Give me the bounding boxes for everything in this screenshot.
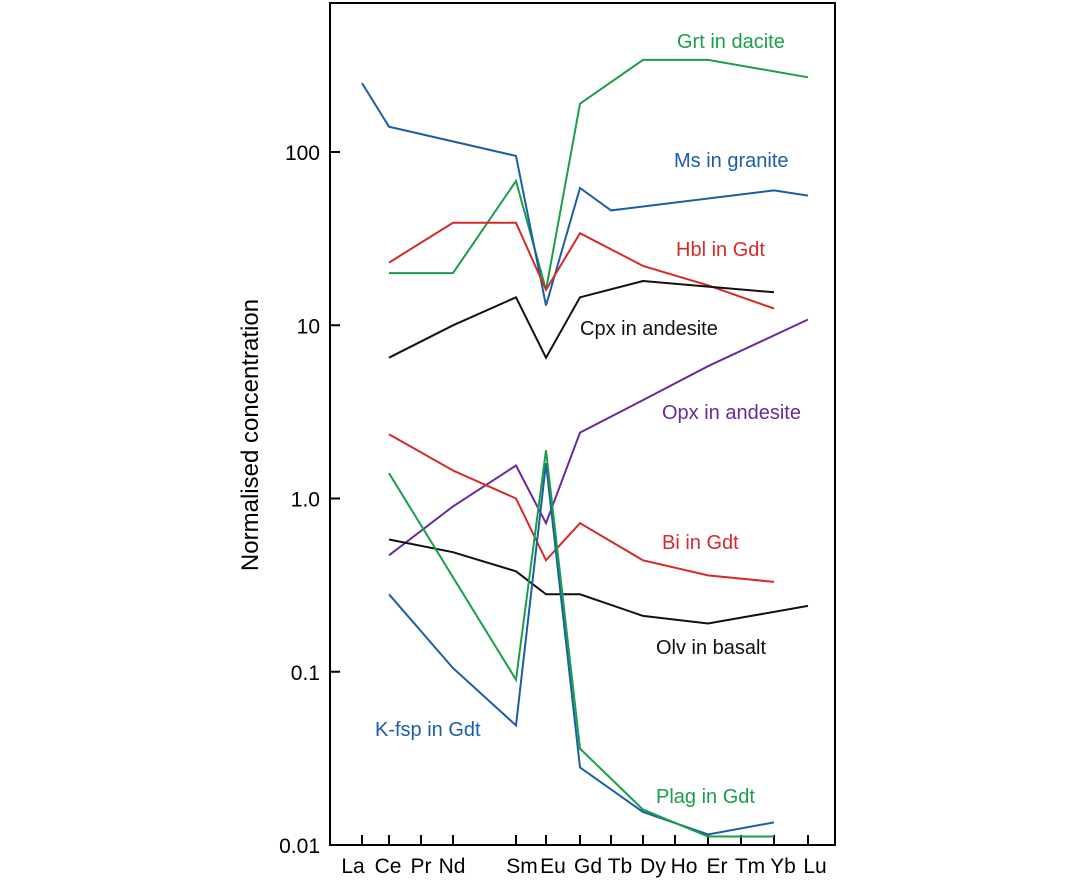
x-tick-label-nd: Nd	[439, 855, 466, 878]
plot-frame	[329, 2, 836, 846]
series-line-k-fsp-in-gdt	[388, 462, 775, 836]
x-tick-label-ho: Ho	[671, 855, 698, 878]
y-tick-label-1.0: 1.0	[291, 489, 320, 512]
series-label-grt-in-dacite: Grt in dacite	[677, 31, 785, 53]
y-tick-label-10: 10	[297, 315, 320, 338]
x-tick-label-eu: Eu	[540, 855, 566, 878]
series-lines	[361, 58, 809, 838]
series-line-olv-in-basalt	[388, 538, 809, 625]
x-tick-label-tb: Tb	[608, 855, 633, 878]
series-label-ms-in-granite: Ms in granite	[674, 150, 789, 172]
series-line-plag-in-gdt	[388, 450, 774, 838]
series-label-k-fsp-in-gdt: K-fsp in Gdt	[375, 719, 481, 741]
y-tick-label-0.01: 0.01	[279, 835, 320, 858]
series-line-cpx-in-andesite	[388, 279, 775, 360]
series-label-bi-in-gdt: Bi in Gdt	[662, 532, 739, 554]
series-label-hbl-in-gdt: Hbl in Gdt	[676, 239, 765, 261]
series-line-hbl-in-gdt	[388, 221, 775, 310]
series-line-ms-in-granite	[361, 82, 809, 306]
x-tick-label-la: La	[341, 855, 365, 878]
series-label-cpx-in-andesite: Cpx in andesite	[580, 318, 718, 340]
series-label-olv-in-basalt: Olv in basalt	[656, 637, 766, 659]
x-tick-label-er: Er	[707, 855, 728, 878]
x-tick-label-gd: Gd	[574, 855, 602, 878]
series-line-bi-in-gdt	[388, 433, 775, 583]
series-line-grt-in-dacite	[389, 58, 809, 291]
series-label-opx-in-andesite: Opx in andesite	[662, 402, 801, 424]
x-tick-label-sm: Sm	[506, 855, 538, 878]
x-tick-label-lu: Lu	[803, 855, 826, 878]
x-tick-label-yb: Yb	[770, 855, 796, 878]
y-axis-title: Normalised concentration	[237, 299, 264, 571]
series-label-plag-in-gdt: Plag in Gdt	[656, 786, 755, 808]
y-tick-label-100: 100	[285, 142, 320, 165]
x-tick-label-pr: Pr	[411, 855, 432, 878]
x-tick-label-dy: Dy	[640, 855, 666, 878]
series-line-opx-in-andesite	[388, 318, 809, 557]
x-tick-label-tm: Tm	[735, 855, 765, 878]
series-labels: Grt in dacite Ms in granite Hbl in Gdt Cpx …	[375, 31, 801, 808]
y-tick-label-0.1: 0.1	[291, 662, 320, 685]
axis-ticks: La Ce Pr Nd Sm Eu Gd Tb Dy Ho Er Tm Yb Lu 0.01 0.1 1.0 10…	[279, 142, 827, 878]
x-tick-label-ce: Ce	[375, 855, 402, 878]
